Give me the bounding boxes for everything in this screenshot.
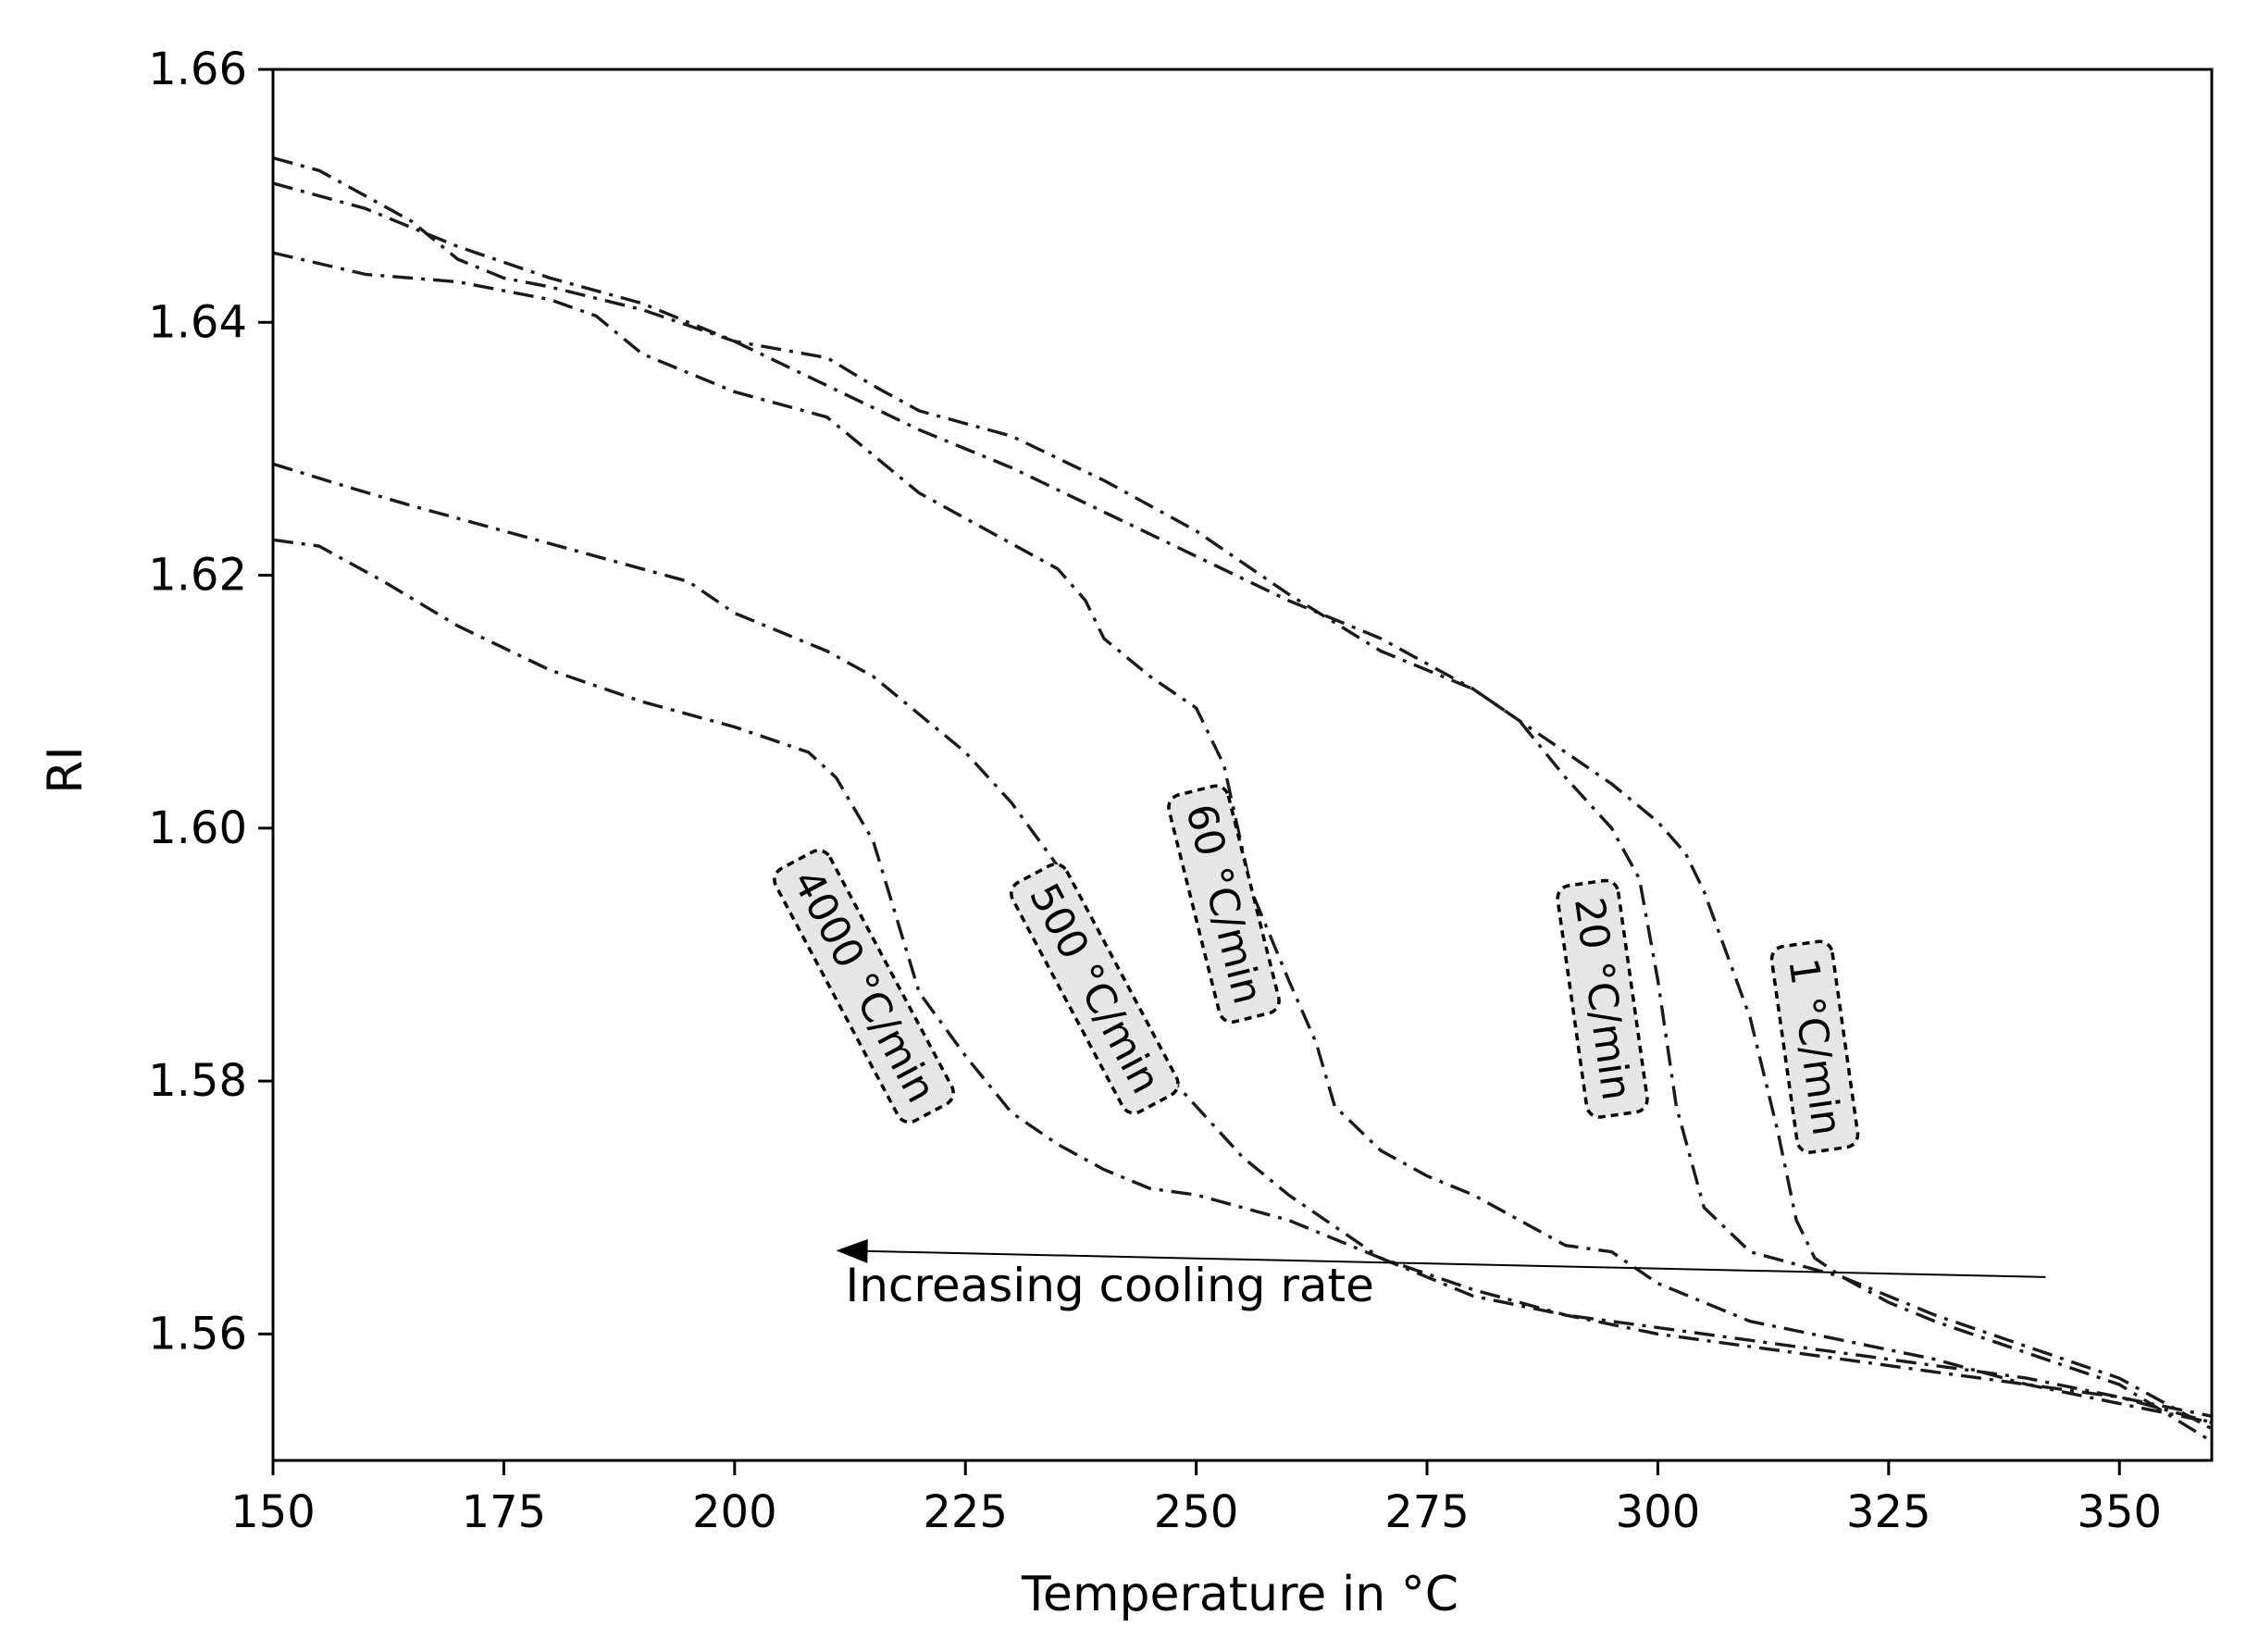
x-axis-title: Temperature in °C xyxy=(1021,1567,1458,1622)
series-line-4 xyxy=(273,155,2212,1431)
x-tick-label: 325 xyxy=(1846,1486,1931,1538)
x-tick-label: 300 xyxy=(1616,1486,1701,1538)
plot-frame xyxy=(271,68,2214,1462)
series-label-box xyxy=(1167,784,1281,1025)
annotation-text: Increasing cooling rate xyxy=(846,1259,1374,1312)
series-label-4: 20 °C/min xyxy=(1556,878,1649,1119)
x-tick-label: 225 xyxy=(923,1486,1008,1538)
y-tick-label: 1.64 xyxy=(148,296,247,348)
y-tick-label: 1.60 xyxy=(148,802,247,854)
x-tick-label: 250 xyxy=(1154,1486,1239,1538)
x-tick-label: 175 xyxy=(462,1486,547,1538)
series-line-5 xyxy=(273,181,2212,1443)
series-line-1 xyxy=(273,538,2212,1418)
y-tick-label: 1.62 xyxy=(148,550,247,602)
y-tick-label: 1.66 xyxy=(148,43,247,95)
x-tick-label: 275 xyxy=(1384,1486,1470,1538)
y-tick-label: 1.58 xyxy=(148,1055,247,1107)
y-axis-title: RI xyxy=(38,746,93,793)
x-tick-label: 200 xyxy=(692,1486,777,1538)
series-label-box xyxy=(1556,878,1649,1119)
series-label-5: 1 °C/min xyxy=(1769,939,1860,1154)
y-tick-label: 1.56 xyxy=(148,1308,247,1360)
series-label-box xyxy=(773,849,955,1124)
series-label-box xyxy=(1010,863,1180,1115)
annotation-group: Increasing cooling rate xyxy=(836,1238,2046,1312)
axes: 150 175 200 225 250 275 300 325 350 1.56 1.58 1.60 1… xyxy=(148,43,2214,1538)
x-tick-label: 350 xyxy=(2077,1486,2162,1538)
series-label-box xyxy=(1769,939,1860,1154)
annotation-arrow-line xyxy=(867,1249,2046,1278)
x-tick-label: 150 xyxy=(230,1486,316,1538)
annotation-arrow-head xyxy=(836,1238,868,1263)
series-line-3 xyxy=(273,251,2212,1424)
